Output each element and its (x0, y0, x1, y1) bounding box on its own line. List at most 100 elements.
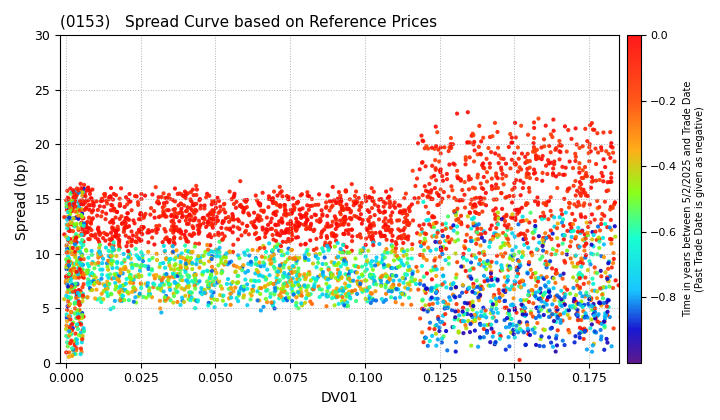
Point (187, 186, 199, 193)
Point (85, 272, 96, 278)
Point (264, 256, 275, 263)
Point (122, 210, 133, 217)
Point (601, 312, 613, 319)
Point (485, 239, 496, 246)
Point (465, 234, 477, 241)
Point (604, 224, 616, 231)
Point (526, 274, 537, 281)
Point (550, 311, 562, 318)
Point (161, 293, 172, 299)
Point (349, 287, 361, 294)
Point (516, 122, 527, 129)
Point (409, 195, 420, 202)
Point (175, 235, 186, 242)
Point (170, 286, 181, 293)
Point (182, 258, 194, 265)
Point (71, 347, 82, 354)
Point (303, 207, 315, 213)
Point (404, 220, 415, 226)
Point (338, 257, 350, 264)
Point (580, 240, 592, 247)
Point (233, 236, 244, 243)
Point (124, 274, 135, 281)
Point (508, 193, 519, 199)
Point (564, 290, 576, 297)
Point (322, 192, 333, 199)
Point (361, 298, 373, 304)
Point (457, 254, 469, 260)
Point (207, 248, 219, 255)
Point (123, 297, 135, 304)
Point (339, 213, 351, 220)
Point (511, 273, 523, 280)
Point (240, 276, 251, 283)
Point (272, 241, 284, 248)
Point (575, 263, 587, 270)
Point (110, 214, 122, 221)
Point (181, 284, 193, 290)
Point (155, 305, 166, 312)
Point (417, 252, 428, 258)
Point (556, 287, 567, 294)
Point (195, 202, 207, 209)
Point (73, 293, 85, 300)
Point (580, 252, 592, 259)
Point (534, 312, 545, 319)
Point (534, 295, 546, 302)
Point (107, 247, 119, 254)
Point (94, 280, 105, 287)
Point (265, 280, 276, 286)
Point (235, 232, 247, 239)
Point (566, 234, 577, 240)
Point (296, 292, 307, 299)
Point (203, 285, 215, 291)
Point (253, 201, 265, 207)
Point (268, 263, 279, 270)
Point (470, 203, 482, 210)
Point (407, 241, 418, 248)
Point (530, 275, 541, 281)
Point (192, 280, 203, 287)
Point (81, 223, 93, 230)
Point (547, 246, 559, 252)
Point (387, 243, 398, 250)
Point (254, 291, 266, 297)
Point (61, 314, 73, 321)
Point (489, 341, 500, 348)
Point (474, 322, 486, 328)
Point (317, 291, 328, 298)
Point (78, 181, 90, 188)
Point (426, 287, 437, 294)
Point (191, 207, 202, 214)
Point (276, 218, 288, 225)
Point (470, 240, 482, 247)
Point (605, 203, 616, 210)
Point (588, 301, 599, 307)
Point (534, 239, 545, 246)
Point (554, 311, 565, 318)
Point (61, 339, 73, 346)
Point (285, 276, 297, 283)
Point (249, 231, 261, 237)
Point (488, 230, 500, 237)
Point (275, 262, 287, 268)
Point (242, 247, 253, 254)
Point (70, 254, 81, 261)
Point (206, 268, 217, 274)
Point (78, 238, 89, 245)
Point (351, 298, 362, 304)
Point (122, 197, 134, 203)
Point (68, 273, 79, 280)
Point (90, 274, 102, 281)
Point (117, 292, 128, 299)
Point (591, 295, 603, 302)
Point (105, 306, 117, 312)
Point (194, 222, 206, 229)
Point (110, 233, 122, 240)
Point (430, 263, 441, 270)
Point (226, 196, 238, 202)
Point (551, 304, 562, 311)
Point (535, 336, 546, 342)
Point (312, 255, 324, 262)
Point (589, 216, 600, 223)
